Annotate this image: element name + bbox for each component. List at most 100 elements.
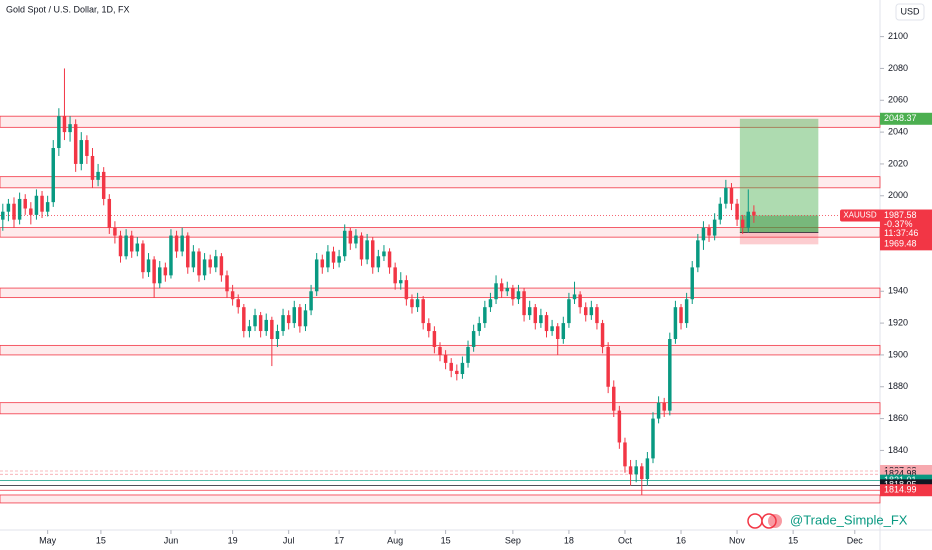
candle-body bbox=[516, 291, 521, 300]
x-tick-label: 16 bbox=[676, 535, 686, 545]
candle-body bbox=[679, 307, 683, 324]
candle-body bbox=[180, 235, 184, 252]
candle-body bbox=[34, 195, 39, 215]
currency-button[interactable] bbox=[895, 3, 925, 21]
candle-body bbox=[135, 243, 140, 252]
x-tick-label: Sep bbox=[505, 535, 521, 545]
candle-body bbox=[320, 259, 325, 268]
candle-body bbox=[382, 251, 386, 257]
candle-body bbox=[533, 307, 538, 324]
candle-body bbox=[331, 251, 336, 263]
candle-body bbox=[107, 198, 112, 228]
candle-body bbox=[40, 195, 44, 212]
x-tick-label: 15 bbox=[96, 535, 106, 545]
candle-body bbox=[589, 307, 594, 316]
candle-body bbox=[309, 291, 313, 311]
candle-body bbox=[242, 307, 246, 332]
candle-body bbox=[298, 307, 302, 327]
candle-body bbox=[342, 230, 347, 257]
zone bbox=[0, 287, 881, 299]
candle-body bbox=[432, 331, 437, 347]
candle-body bbox=[505, 288, 509, 292]
candle-body bbox=[600, 323, 605, 347]
candle-body bbox=[163, 267, 168, 276]
level-label: 1824.98 bbox=[884, 469, 917, 479]
candle-body bbox=[247, 326, 252, 332]
candle-body bbox=[124, 235, 128, 257]
candle-body bbox=[421, 299, 425, 324]
candle-body bbox=[258, 315, 263, 332]
y-tick-label: 1920 bbox=[888, 317, 908, 327]
candle-body bbox=[550, 326, 554, 332]
candle-body bbox=[359, 235, 364, 260]
candle-body bbox=[348, 230, 353, 244]
progress-fill bbox=[739, 215, 819, 233]
candle-body bbox=[214, 256, 218, 268]
candle-body bbox=[746, 211, 751, 228]
candle-body bbox=[578, 294, 582, 308]
candle-body bbox=[522, 291, 526, 316]
candle-body bbox=[471, 331, 476, 347]
candle-body bbox=[12, 203, 16, 220]
candle-body bbox=[494, 283, 498, 300]
last-change: -0.37% bbox=[884, 219, 913, 229]
candle-body bbox=[656, 402, 661, 419]
zone bbox=[0, 176, 881, 189]
candle-body bbox=[410, 299, 414, 308]
level-label: 1814.99 bbox=[884, 485, 917, 495]
x-tick-label: 18 bbox=[564, 535, 574, 545]
candle-body bbox=[90, 155, 95, 180]
candle-body bbox=[23, 198, 27, 209]
candle-body bbox=[326, 251, 330, 268]
candle-body bbox=[118, 235, 123, 257]
candle-body bbox=[595, 307, 599, 324]
candle-body bbox=[668, 339, 672, 411]
y-tick-label: 2040 bbox=[888, 126, 908, 136]
currency[interactable]: USD bbox=[900, 6, 920, 16]
candle-body bbox=[158, 267, 162, 284]
candle-body bbox=[174, 235, 179, 252]
candle-body bbox=[415, 299, 420, 308]
candle-body bbox=[1, 211, 5, 220]
candle-body bbox=[129, 235, 134, 252]
candle-body bbox=[29, 208, 33, 215]
target-fill bbox=[739, 118, 819, 233]
candle-body bbox=[544, 315, 549, 332]
candle-body bbox=[17, 198, 22, 220]
candle-body bbox=[499, 283, 504, 292]
candle-body bbox=[73, 124, 78, 164]
candle-body bbox=[314, 259, 319, 292]
stop-label: 1969.48 bbox=[884, 239, 917, 249]
candle-body bbox=[141, 243, 145, 273]
y-tick-label: 1840 bbox=[888, 445, 908, 455]
candle-body bbox=[286, 315, 291, 324]
candle-body bbox=[752, 211, 756, 216]
level-label-bg bbox=[880, 484, 932, 497]
candle-body bbox=[6, 203, 11, 212]
y-tick-label: 2080 bbox=[888, 63, 908, 73]
candle-body bbox=[219, 256, 224, 276]
x-tick-label: 15 bbox=[788, 535, 798, 545]
candle-body bbox=[684, 299, 689, 324]
x-tick-label: 15 bbox=[441, 535, 451, 545]
candle-body bbox=[555, 326, 560, 340]
candle-body bbox=[208, 259, 212, 268]
symbol: XAUUSD bbox=[843, 211, 877, 220]
candle-body bbox=[606, 346, 610, 387]
candle-body bbox=[567, 299, 571, 324]
zone bbox=[0, 402, 881, 415]
candle-body bbox=[68, 124, 72, 133]
candle-body bbox=[477, 323, 481, 332]
candle-body bbox=[146, 259, 151, 273]
candle-body bbox=[45, 202, 50, 212]
x-tick-label: Jun bbox=[164, 535, 179, 545]
watermark-icon bbox=[747, 513, 782, 529]
candle-body bbox=[729, 187, 734, 204]
countdown: 11:37:46 bbox=[884, 228, 918, 238]
candle-body bbox=[191, 251, 196, 268]
candle-body bbox=[113, 227, 117, 236]
candle-body bbox=[701, 227, 706, 241]
y-tick-label: 2100 bbox=[888, 31, 908, 41]
